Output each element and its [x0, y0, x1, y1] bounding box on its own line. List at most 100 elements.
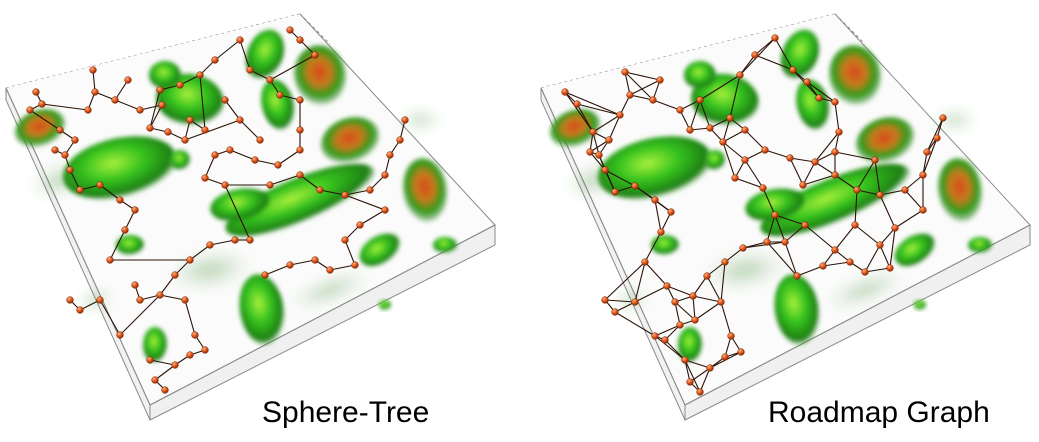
roadmap-edge	[864, 267, 891, 273]
roadmap-edge	[856, 189, 881, 196]
roadmap-node	[739, 244, 747, 252]
sphere-tree-node	[386, 151, 394, 159]
panel-sphere-tree	[5, 13, 496, 421]
roadmap-edge	[624, 71, 654, 101]
roadmap-node	[933, 134, 941, 142]
roadmap-blob	[760, 163, 910, 237]
sphere-tree-node	[296, 126, 304, 134]
sphere-tree-edge	[184, 299, 196, 336]
roadmap-node	[721, 258, 729, 266]
roadmap-edge	[720, 261, 726, 303]
roadmap-edge	[619, 94, 631, 116]
sphere-tree-node	[266, 76, 274, 84]
roadmap-edge	[762, 187, 776, 216]
sphere-tree-edge	[224, 99, 241, 121]
sphere-tree-node	[206, 241, 214, 249]
roadmap-edge	[754, 54, 794, 71]
roadmap-edge	[654, 324, 681, 337]
roadmap-node	[851, 221, 859, 229]
roadmap-edge	[692, 295, 722, 303]
sphere-tree-node	[158, 101, 166, 109]
roadmap-blob	[894, 233, 936, 267]
roadmap-edge	[674, 301, 696, 321]
roadmap-blob	[566, 163, 624, 197]
sphere-tree-blob	[143, 327, 167, 363]
roadmap-node	[786, 154, 794, 162]
roadmap-blob	[774, 274, 820, 346]
sphere-tree-nodes	[26, 26, 409, 394]
roadmap-edge	[689, 99, 701, 131]
roadmap-node	[626, 91, 634, 99]
sphere-tree-node	[71, 136, 79, 144]
sphere-tree-node	[106, 256, 114, 264]
roadmap-edge	[644, 261, 668, 287]
roadmap-edge	[774, 214, 806, 226]
sphere-tree-edge	[269, 54, 316, 81]
roadmap-edge	[660, 211, 672, 233]
sphere-tree-node	[121, 226, 129, 234]
roadmap-edge	[684, 359, 701, 393]
roadmap-edge	[854, 189, 858, 226]
roadmap-edge	[784, 241, 798, 277]
sphere-tree-edge	[299, 174, 321, 191]
roadmap-node	[641, 258, 649, 266]
sphere-tree-node	[276, 91, 284, 99]
sphere-tree-node	[221, 96, 229, 104]
roadmap-node	[661, 336, 669, 344]
sphere-tree-blob	[31, 163, 89, 197]
roadmap-edge	[624, 71, 661, 81]
roadmap-node	[876, 191, 884, 199]
sphere-tree-blob	[210, 188, 270, 222]
sphere-tree-node	[286, 261, 294, 269]
roadmap-edge	[744, 129, 766, 151]
roadmap-blob	[937, 158, 983, 222]
sphere-tree-node	[311, 51, 319, 59]
roadmap-node	[611, 308, 619, 316]
sphere-tree-node	[296, 36, 304, 44]
sphere-tree-edge	[149, 104, 163, 129]
roadmap-edge	[689, 367, 711, 383]
roadmap-edge	[654, 335, 686, 361]
roadmap-edge	[774, 214, 786, 243]
sphere-tree-edge	[114, 79, 129, 101]
roadmap-edge	[706, 275, 722, 303]
sphere-tree-node	[261, 271, 269, 279]
sphere-tree-node	[171, 271, 179, 279]
sphere-tree-node	[116, 196, 124, 204]
sphere-tree-node	[76, 306, 84, 314]
sphere-tree-node	[38, 100, 46, 108]
roadmap-node	[703, 272, 711, 280]
roadmap-edge	[796, 265, 824, 277]
roadmap-node	[561, 88, 569, 96]
roadmap-edge	[699, 74, 741, 101]
sphere-tree-edge	[92, 69, 96, 93]
sphere-tree-node	[351, 261, 359, 269]
sphere-tree-node	[236, 116, 244, 124]
sphere-tree-edge	[204, 154, 216, 179]
sphere-tree-node	[51, 146, 59, 154]
roadmap-blob	[855, 116, 915, 164]
sphere-tree-edge	[184, 119, 241, 141]
sphere-tree-edge	[154, 364, 176, 381]
roadmap-blob	[549, 108, 601, 148]
sphere-tree-isosurfaces	[14, 29, 457, 363]
roadmap-node	[736, 71, 744, 79]
roadmap-blob	[827, 272, 903, 308]
roadmap-node	[801, 221, 809, 229]
sphere-tree-edge	[239, 39, 251, 71]
roadmap-edge	[774, 37, 794, 71]
sphere-tree-edge	[277, 149, 301, 166]
sphere-tree-node	[61, 151, 69, 159]
roadmap-node	[759, 184, 767, 192]
sphere-tree-node	[156, 291, 164, 299]
roadmap-node	[671, 298, 679, 306]
roadmap-edge	[904, 189, 924, 211]
sphere-tree-edge	[119, 294, 161, 336]
roadmap-node	[919, 206, 927, 214]
roadmap-edge	[854, 224, 881, 246]
roadmap-edge	[804, 224, 836, 251]
roadmap-edge	[706, 261, 726, 277]
roadmap-node	[573, 100, 581, 108]
roadmap-edges	[564, 37, 944, 393]
roadmap-node	[649, 96, 657, 104]
